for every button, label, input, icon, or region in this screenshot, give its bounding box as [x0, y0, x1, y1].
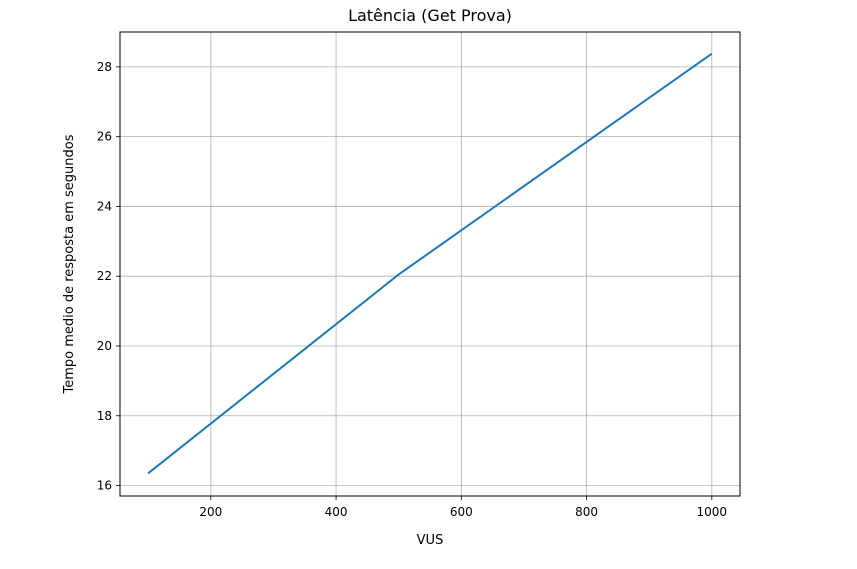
y-axis-label: Tempo medio de resposta em segundos: [62, 134, 77, 394]
grid: [120, 32, 740, 496]
x-tick-label: 200: [199, 505, 222, 519]
x-tick-label: 600: [450, 505, 473, 519]
chart-title: Latência (Get Prova): [348, 6, 512, 25]
y-tick-label: 20: [97, 339, 112, 353]
x-axis-label: VUS: [417, 533, 444, 548]
series-line-0: [147, 52, 713, 475]
y-tick-label: 18: [97, 409, 112, 423]
y-tick-label: 16: [97, 479, 112, 493]
x-tick-label: 1000: [697, 505, 728, 519]
x-tick-label: 800: [575, 505, 598, 519]
ticks: 200 400 600 800 1000 16 18 20 22 24 26 28: [97, 60, 727, 519]
y-tick-label: 22: [97, 269, 112, 283]
plot-frame: [119, 31, 741, 497]
x-tick-label: 400: [325, 505, 348, 519]
y-tick-label: 24: [97, 199, 112, 213]
y-tick-label: 26: [97, 130, 112, 144]
series: [147, 52, 713, 475]
y-tick-label: 28: [97, 60, 112, 74]
